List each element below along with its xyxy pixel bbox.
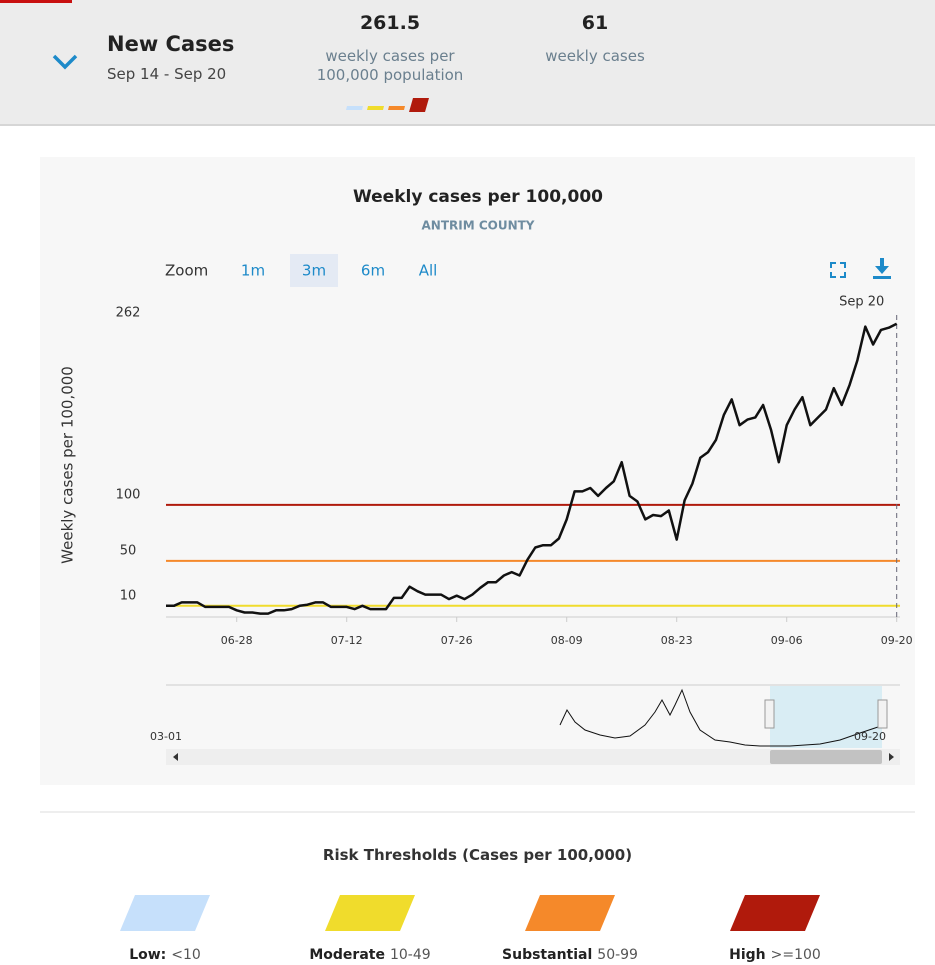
risk-label: High >=100 <box>729 947 821 963</box>
color-key <box>388 106 405 110</box>
x-tick-label: 08-09 <box>551 634 583 647</box>
scroll-right[interactable] <box>889 753 894 761</box>
header-band <box>0 0 935 126</box>
color-key <box>346 106 363 110</box>
risk-swatch <box>525 895 615 931</box>
risk-title: Risk Thresholds (Cases per 100,000) <box>322 846 633 864</box>
y-tick-label: 50 <box>120 543 137 558</box>
header-count: 61 <box>581 12 609 34</box>
risk-label: Substantial 50-99 <box>502 947 638 963</box>
x-tick-label: 07-26 <box>441 634 473 647</box>
header-title: New Cases <box>107 32 235 56</box>
collapse-chevron[interactable] <box>52 54 78 70</box>
zoom-button[interactable]: 1m <box>241 262 265 280</box>
risk-name: Moderate <box>309 947 385 963</box>
risk-name: High <box>729 947 766 963</box>
zoom-button[interactable]: 6m <box>361 262 385 280</box>
risk-name: Low: <box>129 947 166 963</box>
risk-swatch <box>120 895 210 931</box>
y-tick-label: 100 <box>116 487 141 502</box>
zoom-button[interactable]: All <box>419 262 438 280</box>
x-tick-label: 09-20 <box>881 634 913 647</box>
risk-range: <10 <box>171 947 201 963</box>
panel <box>40 157 915 785</box>
zoom-label: Zoom <box>165 262 208 280</box>
header-rate: 261.5 <box>359 12 421 34</box>
header-count-label: weekly cases <box>545 47 645 65</box>
risk-label: Low: <10 <box>129 947 201 963</box>
chart-title: Weekly cases per 100,000 <box>353 187 603 207</box>
x-tick-label: 06-28 <box>221 634 253 647</box>
navigator-window[interactable] <box>770 686 882 748</box>
risk-swatch <box>730 895 820 931</box>
risk-label: Moderate 10-49 <box>309 947 430 963</box>
download-icon[interactable] <box>873 258 891 279</box>
x-tick-label: 08-23 <box>661 634 693 647</box>
x-tick-label: 09-06 <box>771 634 803 647</box>
navigator-line <box>559 688 879 747</box>
navigator-handle[interactable] <box>764 699 775 729</box>
navigator-label: 03-01 <box>150 730 182 743</box>
risk-swatch <box>325 895 415 931</box>
risk-range: 10-49 <box>390 947 431 963</box>
navigator-handle[interactable] <box>877 699 888 729</box>
risk-range: 50-99 <box>597 947 638 963</box>
zoom-selected <box>290 254 338 287</box>
fullscreen-icon[interactable] <box>830 262 846 278</box>
zoom-button[interactable]: 3m <box>302 262 326 280</box>
color-key <box>367 106 384 110</box>
header-date: Sep 14 - Sep 20 <box>107 65 227 83</box>
scrollbar-track[interactable] <box>166 749 900 765</box>
scrollbar-thumb[interactable] <box>770 750 882 764</box>
y-tick-label: 10 <box>120 588 137 603</box>
data-line <box>166 322 898 615</box>
y-tick-label: 262 <box>116 306 141 321</box>
scroll-left[interactable] <box>173 753 178 761</box>
header-rate-label: weekly cases per 100,000 population <box>316 47 464 84</box>
tab-marker <box>0 0 72 3</box>
crosshair-label: Sep 20 <box>839 295 884 310</box>
navigator-label: 09-20 <box>854 730 886 743</box>
risk-range: >=100 <box>771 947 821 963</box>
x-tick-label: 07-12 <box>331 634 363 647</box>
risk-name: Substantial <box>502 947 592 963</box>
chart-subtitle: ANTRIM COUNTY <box>421 219 534 233</box>
y-axis-title: Weekly cases per 100,000 <box>59 366 77 564</box>
color-key <box>409 98 429 112</box>
